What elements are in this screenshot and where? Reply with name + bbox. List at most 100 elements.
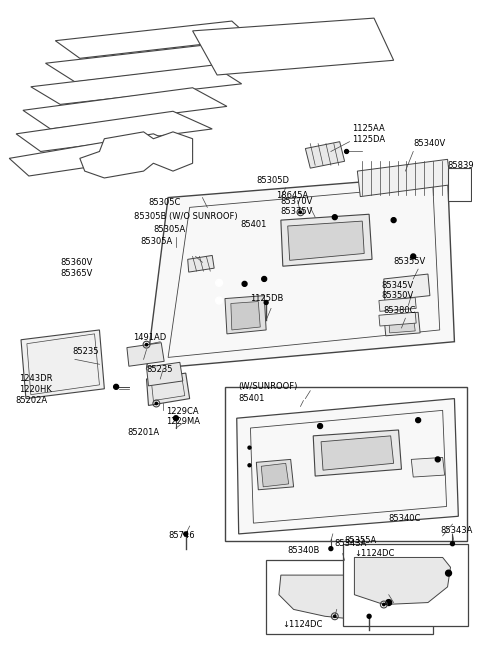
Text: 85839: 85839 [447,160,474,170]
Text: 1243DR
1220HK: 1243DR 1220HK [19,374,52,394]
Polygon shape [447,168,471,200]
Circle shape [415,463,423,471]
Circle shape [155,402,157,405]
Text: 1125AA
1125DA: 1125AA 1125DA [352,124,385,143]
Circle shape [248,464,251,467]
Text: 85746: 85746 [168,531,195,540]
Circle shape [318,424,323,428]
Polygon shape [384,274,430,301]
Text: 1229CA
1229MA: 1229CA 1229MA [166,407,200,426]
Polygon shape [23,88,227,129]
Text: 85305A: 85305A [141,237,173,246]
Polygon shape [279,575,394,619]
Circle shape [334,615,336,618]
Text: 85401: 85401 [239,394,265,403]
Text: ↓1124DC: ↓1124DC [354,549,395,558]
Text: 85343A: 85343A [441,527,473,536]
Circle shape [391,217,396,223]
Polygon shape [9,134,192,176]
Polygon shape [261,463,288,487]
Polygon shape [21,330,104,399]
Text: 85305B (W/O SUNROOF): 85305B (W/O SUNROOF) [134,212,238,221]
Polygon shape [237,399,458,534]
Text: 85305D: 85305D [256,176,289,185]
Polygon shape [55,21,252,58]
Circle shape [416,418,420,422]
Circle shape [173,416,179,421]
Circle shape [451,542,455,546]
Circle shape [399,283,408,291]
Polygon shape [127,343,164,366]
Polygon shape [188,255,214,272]
Polygon shape [146,175,455,369]
Circle shape [300,211,301,214]
Text: 85201A: 85201A [127,428,159,438]
Circle shape [145,343,148,346]
Text: 18645A: 18645A [276,191,308,200]
Text: 85235: 85235 [72,347,98,356]
Text: 85340C: 85340C [389,514,421,523]
Circle shape [329,547,333,551]
Circle shape [184,532,188,536]
Polygon shape [46,44,247,82]
Text: 85340B: 85340B [288,546,320,555]
Circle shape [435,463,443,471]
Circle shape [242,282,247,286]
Circle shape [445,571,452,576]
Circle shape [216,297,223,304]
Text: 85355V: 85355V [394,257,426,266]
Circle shape [345,149,348,153]
Polygon shape [379,297,416,311]
Polygon shape [281,214,372,266]
Polygon shape [411,457,444,477]
Text: 85380C: 85380C [384,306,416,315]
Text: 85355A: 85355A [345,536,377,545]
Text: 85343A: 85343A [335,539,367,548]
Polygon shape [379,312,416,326]
Polygon shape [225,295,266,334]
Polygon shape [288,221,364,260]
Text: 85305C: 85305C [148,198,181,207]
Polygon shape [16,111,212,151]
Circle shape [411,254,416,259]
Text: (W/SUNROOF): (W/SUNROOF) [239,383,298,391]
Text: 85360V
85365V: 85360V 85365V [60,259,93,278]
Text: 85370V
85375V: 85370V 85375V [281,196,313,216]
Text: 1491AD: 1491AD [133,333,166,343]
Circle shape [248,446,251,449]
Polygon shape [321,436,394,470]
Polygon shape [343,544,468,626]
Text: 85340V: 85340V [413,139,445,148]
Text: 85202A: 85202A [15,396,47,405]
Polygon shape [313,430,401,476]
Text: 85305A: 85305A [154,225,186,234]
Circle shape [435,457,440,462]
Polygon shape [146,373,190,405]
Polygon shape [357,159,451,196]
Text: 85235: 85235 [146,365,173,373]
Circle shape [332,215,337,219]
Circle shape [114,384,119,389]
Circle shape [388,283,396,291]
Polygon shape [266,561,433,634]
Circle shape [411,283,419,291]
Circle shape [262,276,267,282]
Polygon shape [80,132,192,178]
Text: 1125DB: 1125DB [251,294,284,303]
Circle shape [383,603,385,606]
Text: 85345V
85350V: 85345V 85350V [382,281,414,301]
Polygon shape [389,315,415,333]
Circle shape [425,463,433,471]
Text: ↓1124DC: ↓1124DC [282,620,322,629]
Polygon shape [305,141,345,168]
Circle shape [264,301,268,305]
Polygon shape [384,312,420,336]
Polygon shape [225,387,467,541]
Circle shape [386,599,392,605]
Polygon shape [354,557,451,605]
Polygon shape [192,18,394,75]
Text: 85401: 85401 [240,219,267,229]
Circle shape [216,280,223,286]
Polygon shape [256,459,294,490]
Circle shape [367,614,371,618]
